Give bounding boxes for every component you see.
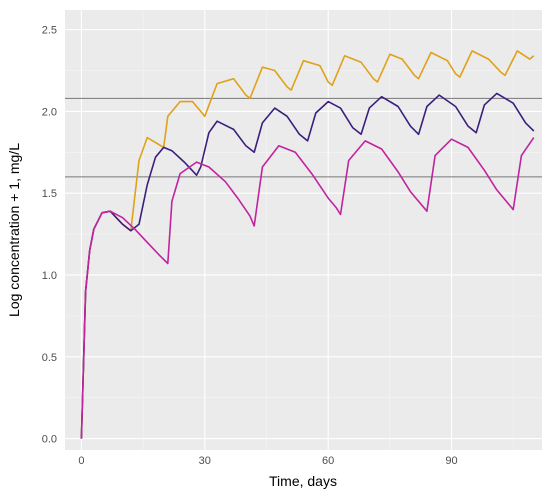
x-tick-label: 60 xyxy=(322,455,334,467)
y-tick-label: 2.5 xyxy=(42,25,57,37)
series-line-1 xyxy=(80,50,535,439)
y-tick-label: 0.0 xyxy=(42,434,57,446)
x-tick-label: 0 xyxy=(78,455,84,467)
reference-lines xyxy=(65,97,542,178)
y-tick-label: 1.0 xyxy=(42,270,57,282)
x-axis-title: Time, days xyxy=(269,473,337,489)
series-line-3 xyxy=(80,137,535,439)
y-tick-label: 0.5 xyxy=(42,352,57,364)
grid-lines xyxy=(65,10,542,450)
plot-panel xyxy=(65,10,542,450)
tick-labels: 0 30 60 90 0.0 0.5 1.0 1.5 2.0 2.5 xyxy=(42,25,458,467)
series-lines xyxy=(80,50,535,439)
series-line-2 xyxy=(80,92,535,439)
y-tick-label: 2.0 xyxy=(42,106,57,118)
y-tick-label: 1.5 xyxy=(42,188,57,200)
x-tick-label: 30 xyxy=(199,455,211,467)
x-tick-label: 90 xyxy=(445,455,457,467)
y-axis-title: Log concentration + 1, mg/L xyxy=(6,143,22,317)
